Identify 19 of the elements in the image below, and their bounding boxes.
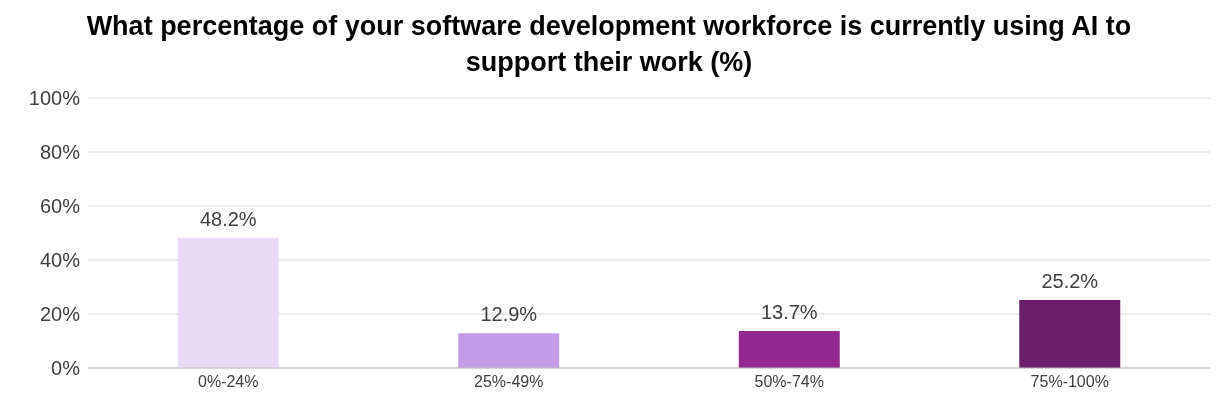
- chart-title: What percentage of your software development workforce is currently using AI to support their work (%): [85, 10, 1133, 79]
- y-tick-label: 40%: [39, 249, 81, 272]
- data-label: 25.2%: [1041, 269, 1099, 292]
- bar: [458, 333, 560, 368]
- x-tick-label: 75%-100%: [1030, 373, 1109, 391]
- x-tick-label: 0%-24%: [198, 373, 259, 391]
- bar: [1019, 299, 1121, 368]
- data-label: 13.7%: [760, 301, 818, 324]
- data-label: 12.9%: [480, 303, 538, 326]
- y-tick-label: 20%: [39, 303, 81, 326]
- y-tick-label: 0%: [51, 357, 81, 380]
- y-tick-label: 80%: [39, 141, 81, 164]
- x-tick-label: 25%-49%: [474, 373, 544, 391]
- y-tick-label: 100%: [28, 87, 81, 110]
- y-tick-label: 60%: [39, 195, 81, 218]
- data-label: 48.2%: [199, 207, 257, 230]
- x-tick-label: 50%-74%: [754, 373, 824, 391]
- bar: [738, 331, 840, 368]
- bar: [177, 237, 279, 368]
